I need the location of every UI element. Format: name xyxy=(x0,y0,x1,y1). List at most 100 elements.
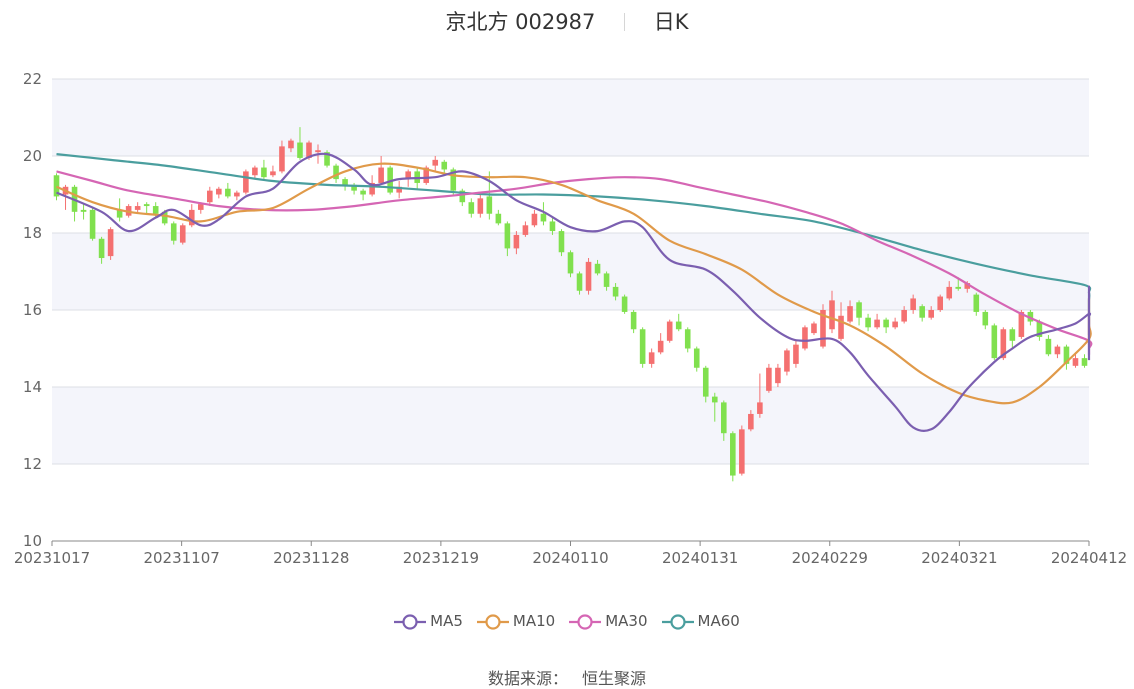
plot-band xyxy=(52,79,1089,156)
candles xyxy=(53,127,1088,482)
y-tick-label: 18 xyxy=(23,224,42,242)
candle-down xyxy=(856,300,862,326)
legend-label: MA5 xyxy=(430,612,463,630)
candle-body xyxy=(1063,346,1070,364)
legend-item-ma10[interactable]: MA10 xyxy=(476,612,555,631)
legend-item-ma5[interactable]: MA5 xyxy=(394,612,463,631)
candle-up xyxy=(874,313,880,330)
candle-up xyxy=(252,165,258,180)
candle-body xyxy=(1045,338,1052,355)
candle-down xyxy=(71,184,78,222)
y-tick-label: 12 xyxy=(23,455,42,473)
candle-body xyxy=(116,209,123,218)
candle-body xyxy=(306,142,312,158)
y-tick-label: 20 xyxy=(23,147,42,165)
candle-up xyxy=(657,333,664,355)
x-tick-label: 20231128 xyxy=(273,549,349,567)
candle-up xyxy=(847,300,853,324)
data-source: 数据来源： 恒生聚源 xyxy=(0,665,1134,689)
candle-up xyxy=(188,204,195,228)
candle-body xyxy=(342,179,348,185)
candle-body xyxy=(955,286,962,289)
candle-body xyxy=(405,171,411,180)
candle-up xyxy=(585,258,592,295)
candle-down xyxy=(98,236,105,264)
candle-body xyxy=(288,140,294,149)
candle-body xyxy=(991,325,998,359)
candle-body xyxy=(748,413,754,430)
candle-body xyxy=(811,323,817,334)
candle-down xyxy=(991,323,998,361)
candle-body xyxy=(468,202,475,214)
candle-body xyxy=(666,321,673,341)
candle-body xyxy=(901,310,907,322)
x-tick-label: 20231017 xyxy=(14,549,90,567)
candle-up xyxy=(793,340,799,368)
candle-up xyxy=(766,363,772,393)
candle-body xyxy=(612,286,619,297)
candle-body xyxy=(179,225,186,243)
legend-marker-icon xyxy=(394,614,427,630)
legend-item-ma30[interactable]: MA30 xyxy=(569,612,648,631)
x-tick-label: 20240110 xyxy=(532,549,608,567)
header-separator xyxy=(624,13,626,31)
legend-item-ma60[interactable]: MA60 xyxy=(661,612,740,631)
candle-down xyxy=(711,392,718,422)
candle-down xyxy=(387,165,393,195)
candle-down xyxy=(684,327,691,353)
candle-body xyxy=(504,223,511,249)
chart-header: 京北方 002987 日K xyxy=(0,6,1134,36)
candle-down xyxy=(495,209,502,226)
candle-up xyxy=(775,363,781,387)
candle-up xyxy=(107,227,114,260)
candle-down xyxy=(693,346,700,372)
candle-body xyxy=(351,184,357,191)
candle-up xyxy=(648,348,655,368)
candle-body xyxy=(711,396,718,403)
candle-body xyxy=(630,311,637,330)
candle-down xyxy=(865,313,871,332)
candle-body xyxy=(396,186,402,193)
candle-up xyxy=(1054,344,1061,359)
candle-body xyxy=(937,296,944,310)
candle-down xyxy=(1036,319,1043,341)
candle-body xyxy=(216,188,222,195)
candle-down xyxy=(89,207,96,241)
y-tick-label: 14 xyxy=(23,378,42,396)
candle-body xyxy=(315,150,321,153)
candle-body xyxy=(973,294,980,312)
candle-down xyxy=(567,250,574,278)
candle-up xyxy=(829,290,835,334)
candle-down xyxy=(333,163,339,183)
candle-down xyxy=(1009,327,1016,349)
candle-down xyxy=(621,294,628,314)
candle-body xyxy=(134,206,141,210)
moving-average-lines xyxy=(56,152,1093,432)
candle-down xyxy=(459,188,466,207)
candle-up xyxy=(901,306,907,324)
candle-body xyxy=(1036,321,1043,337)
candle-body xyxy=(531,213,538,226)
period-label: 日K xyxy=(653,10,689,34)
candle-body xyxy=(982,311,989,326)
legend-marker-icon xyxy=(476,614,509,630)
candle-down xyxy=(883,317,889,334)
candle-down xyxy=(594,259,601,276)
candle-body xyxy=(675,321,682,330)
candle-body xyxy=(297,142,303,158)
candle-body xyxy=(360,190,366,195)
x-tick-label: 20231107 xyxy=(143,549,219,567)
candle-down xyxy=(639,327,646,368)
grid-lines xyxy=(52,78,1089,465)
x-tick-label: 20240131 xyxy=(662,549,738,567)
legend-marker-icon xyxy=(569,614,602,630)
candle-down xyxy=(630,310,637,334)
x-tick-label: 20231219 xyxy=(403,549,479,567)
candle-body xyxy=(450,169,457,191)
stock-name: 京北方 xyxy=(445,10,509,34)
candle-body xyxy=(170,223,177,241)
candle-down xyxy=(297,127,303,160)
source-label: 数据来源： xyxy=(487,669,568,688)
candle-down xyxy=(973,292,980,316)
candle-down xyxy=(1063,344,1070,370)
